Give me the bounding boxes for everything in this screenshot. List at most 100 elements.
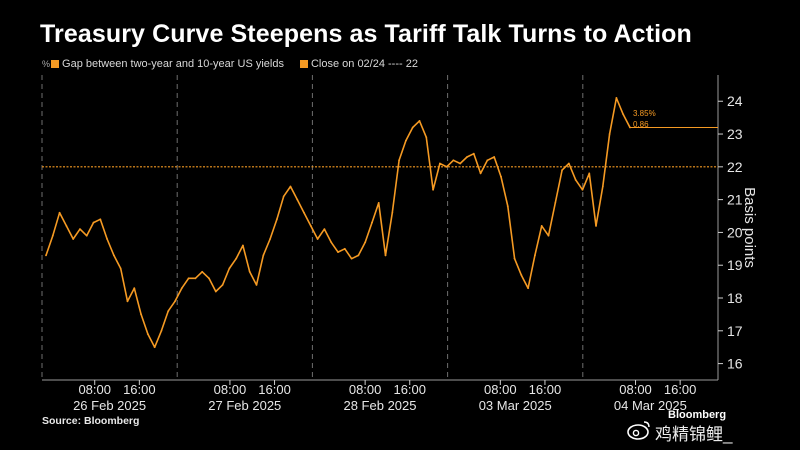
series-point xyxy=(357,254,360,257)
series-point xyxy=(242,244,244,247)
series-point xyxy=(493,156,496,158)
series-point xyxy=(106,238,109,240)
series-point xyxy=(343,247,346,250)
weibo-icon xyxy=(627,421,650,440)
series-point xyxy=(405,139,407,142)
series-point xyxy=(79,228,81,231)
legend-unit-prefix: % xyxy=(42,59,51,69)
series-point xyxy=(160,329,163,332)
series-point xyxy=(92,221,95,224)
y-tick-label: 20 xyxy=(727,224,743,240)
series-point xyxy=(595,224,597,227)
series-point xyxy=(364,241,367,244)
series-point xyxy=(581,188,584,191)
series-point xyxy=(65,224,68,227)
y-tick-label: 22 xyxy=(727,159,743,175)
series-point xyxy=(296,198,299,201)
series-point xyxy=(235,257,238,260)
series-point xyxy=(126,300,129,303)
y-tick-label: 18 xyxy=(727,290,743,306)
series-point xyxy=(608,133,611,135)
series-point xyxy=(567,162,570,165)
series-point xyxy=(486,159,489,162)
y-tick-label: 16 xyxy=(727,356,743,372)
series-point xyxy=(330,241,333,244)
series-point xyxy=(472,152,475,155)
series-point xyxy=(615,97,618,99)
series-point xyxy=(574,179,577,181)
series-point xyxy=(466,156,468,158)
series-point xyxy=(384,254,387,257)
series-point xyxy=(113,254,115,257)
series-point xyxy=(221,283,224,286)
series-point xyxy=(309,224,312,227)
x-time-label: 08:00 xyxy=(619,382,652,397)
bloomberg-logo: Bloomberg xyxy=(668,409,727,421)
series-point xyxy=(377,202,380,204)
series-point xyxy=(337,251,339,253)
series-point xyxy=(506,205,509,208)
x-time-label: 16:00 xyxy=(123,382,156,397)
annotation-change: 0.86 xyxy=(633,120,649,129)
series-point xyxy=(275,218,278,221)
x-time-label: 16:00 xyxy=(664,382,697,397)
legend-series: % Gap between two-year and 10-year US yi… xyxy=(42,58,284,70)
legend-close: Close on 02/24 ---- 22 xyxy=(299,58,418,70)
y-tick-label: 19 xyxy=(727,257,743,273)
series-point xyxy=(316,238,319,240)
series-point xyxy=(269,238,271,240)
x-time-label: 16:00 xyxy=(393,382,426,397)
series-point xyxy=(534,254,536,257)
series-line xyxy=(45,97,631,348)
chart-legend: % Gap between two-year and 10-year US yi… xyxy=(42,58,428,70)
series-point xyxy=(601,185,604,188)
series-point xyxy=(418,120,421,122)
chart-title: Treasury Curve Steepens as Tariff Talk T… xyxy=(40,20,692,48)
series-point xyxy=(153,346,156,349)
y-tick-label: 23 xyxy=(727,126,743,142)
x-time-label: 16:00 xyxy=(258,382,291,397)
series-point xyxy=(45,254,47,257)
series-point xyxy=(187,277,190,280)
series-point xyxy=(554,202,557,204)
series-point xyxy=(398,159,401,162)
x-time-label: 08:00 xyxy=(78,382,111,397)
series-point xyxy=(391,211,394,214)
series-point xyxy=(262,254,265,257)
series-point xyxy=(119,267,122,270)
series-point xyxy=(459,162,462,165)
series-point xyxy=(303,211,305,214)
series-point xyxy=(201,270,204,273)
series-point xyxy=(445,165,448,168)
annotation-pct: 3.85% xyxy=(633,109,656,118)
series-point xyxy=(194,277,197,280)
series-point xyxy=(622,113,625,116)
series-point xyxy=(520,274,523,276)
legend-series-swatch xyxy=(51,60,60,68)
legend-close-label: Close on 02/24 ---- 22 xyxy=(310,58,418,70)
series-point xyxy=(180,287,183,290)
series-point xyxy=(167,310,170,313)
y-tick-label: 21 xyxy=(727,192,743,208)
x-time-label: 08:00 xyxy=(484,382,517,397)
series-point xyxy=(411,126,414,129)
series-point xyxy=(588,172,591,175)
series-point xyxy=(214,290,217,293)
series-point xyxy=(85,234,88,237)
series-point xyxy=(140,313,142,316)
x-date-label: 26 Feb 2025 xyxy=(73,398,146,413)
x-time-label: 16:00 xyxy=(529,382,562,397)
series-point xyxy=(371,221,373,224)
series-point xyxy=(174,300,176,303)
x-date-label: 28 Feb 2025 xyxy=(343,398,416,413)
series-point xyxy=(479,172,482,175)
series-point xyxy=(58,211,61,214)
series-point xyxy=(540,224,543,227)
series-point xyxy=(500,175,502,178)
source-note: Source: Bloomberg xyxy=(42,415,140,427)
x-date-label: 27 Feb 2025 xyxy=(208,398,281,413)
series-point xyxy=(255,283,258,286)
legend-series-label: Gap between two-year and 10-year US yiel… xyxy=(62,58,284,70)
series-point xyxy=(133,287,136,290)
